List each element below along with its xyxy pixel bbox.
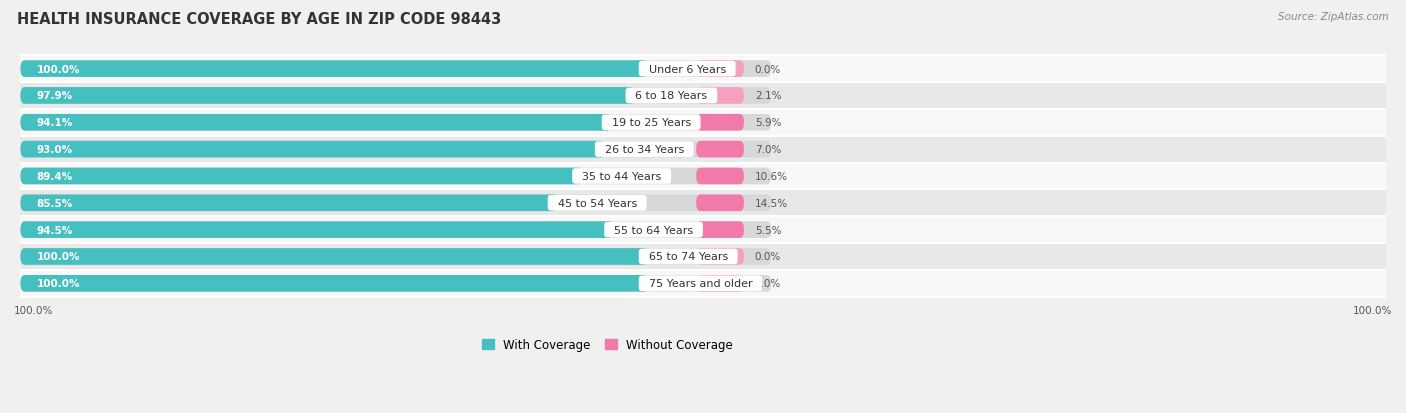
- Text: 100.0%: 100.0%: [14, 306, 53, 316]
- Text: 75 Years and older: 75 Years and older: [641, 279, 759, 289]
- Text: Under 6 Years: Under 6 Years: [641, 64, 733, 74]
- FancyBboxPatch shape: [21, 115, 772, 131]
- Text: 0.0%: 0.0%: [755, 64, 782, 74]
- FancyBboxPatch shape: [696, 141, 744, 158]
- Text: 10.6%: 10.6%: [755, 171, 787, 182]
- FancyBboxPatch shape: [696, 88, 744, 104]
- Text: 6 to 18 Years: 6 to 18 Years: [628, 91, 714, 101]
- Text: 0.0%: 0.0%: [755, 252, 782, 262]
- FancyBboxPatch shape: [21, 168, 772, 185]
- FancyBboxPatch shape: [21, 141, 772, 158]
- FancyBboxPatch shape: [696, 275, 744, 292]
- Text: 14.5%: 14.5%: [755, 198, 787, 208]
- FancyBboxPatch shape: [696, 61, 744, 78]
- FancyBboxPatch shape: [21, 195, 772, 211]
- Text: 5.5%: 5.5%: [755, 225, 782, 235]
- Text: Source: ZipAtlas.com: Source: ZipAtlas.com: [1278, 12, 1389, 22]
- Bar: [21, 217, 1385, 244]
- FancyBboxPatch shape: [21, 88, 772, 104]
- Text: 94.1%: 94.1%: [37, 118, 73, 128]
- Text: 100.0%: 100.0%: [37, 279, 80, 289]
- Bar: [21, 163, 1385, 190]
- Text: 0.0%: 0.0%: [755, 279, 782, 289]
- Text: 97.9%: 97.9%: [37, 91, 73, 101]
- Text: 85.5%: 85.5%: [37, 198, 73, 208]
- Text: 45 to 54 Years: 45 to 54 Years: [551, 198, 644, 208]
- FancyBboxPatch shape: [21, 222, 772, 238]
- FancyBboxPatch shape: [21, 249, 772, 265]
- FancyBboxPatch shape: [21, 88, 636, 104]
- FancyBboxPatch shape: [696, 222, 744, 238]
- Bar: [21, 136, 1385, 163]
- Text: 26 to 34 Years: 26 to 34 Years: [598, 145, 690, 155]
- FancyBboxPatch shape: [21, 61, 648, 78]
- Text: 2.1%: 2.1%: [755, 91, 782, 101]
- Bar: [21, 270, 1385, 297]
- FancyBboxPatch shape: [21, 141, 605, 158]
- Text: 7.0%: 7.0%: [755, 145, 782, 155]
- FancyBboxPatch shape: [696, 249, 744, 265]
- Legend: With Coverage, Without Coverage: With Coverage, Without Coverage: [477, 333, 738, 356]
- Text: 100.0%: 100.0%: [37, 252, 80, 262]
- Text: 19 to 25 Years: 19 to 25 Years: [605, 118, 697, 128]
- FancyBboxPatch shape: [696, 168, 744, 185]
- Text: 100.0%: 100.0%: [37, 64, 80, 74]
- Text: 55 to 64 Years: 55 to 64 Years: [607, 225, 700, 235]
- Bar: [21, 244, 1385, 270]
- FancyBboxPatch shape: [21, 195, 557, 211]
- Text: 5.9%: 5.9%: [755, 118, 782, 128]
- Bar: [21, 109, 1385, 136]
- FancyBboxPatch shape: [21, 275, 648, 292]
- Bar: [21, 83, 1385, 109]
- FancyBboxPatch shape: [21, 249, 648, 265]
- Text: 65 to 74 Years: 65 to 74 Years: [641, 252, 735, 262]
- Text: HEALTH INSURANCE COVERAGE BY AGE IN ZIP CODE 98443: HEALTH INSURANCE COVERAGE BY AGE IN ZIP …: [17, 12, 501, 27]
- Text: 94.5%: 94.5%: [37, 225, 73, 235]
- FancyBboxPatch shape: [21, 61, 772, 78]
- Bar: [21, 190, 1385, 217]
- FancyBboxPatch shape: [21, 115, 612, 131]
- Text: 35 to 44 Years: 35 to 44 Years: [575, 171, 668, 182]
- FancyBboxPatch shape: [21, 222, 614, 238]
- FancyBboxPatch shape: [696, 115, 744, 131]
- FancyBboxPatch shape: [696, 195, 744, 211]
- Text: 89.4%: 89.4%: [37, 171, 73, 182]
- Text: 100.0%: 100.0%: [1353, 306, 1392, 316]
- FancyBboxPatch shape: [21, 275, 772, 292]
- Text: 93.0%: 93.0%: [37, 145, 73, 155]
- FancyBboxPatch shape: [21, 168, 582, 185]
- Bar: [21, 56, 1385, 83]
